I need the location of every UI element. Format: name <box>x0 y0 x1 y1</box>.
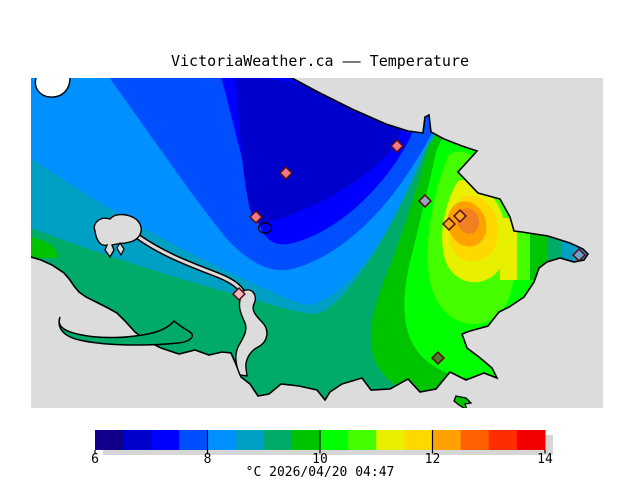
colorbar-segment-7 <box>291 430 321 450</box>
station-marker-6 <box>571 247 587 263</box>
station-marker-0 <box>278 165 294 181</box>
station-marker-4 <box>441 216 457 232</box>
map-area <box>31 78 603 408</box>
promontory <box>58 316 194 346</box>
colorbar-tick-label-8: 8 <box>204 452 212 467</box>
colorbar-tick-label-6: 6 <box>91 452 99 467</box>
channel-water <box>136 234 245 294</box>
inlet-prong <box>116 241 125 257</box>
lake-outline <box>257 222 273 234</box>
inlet-blob <box>93 213 142 259</box>
station-marker-8 <box>231 286 247 302</box>
band-9-9.5C-corner <box>31 236 58 258</box>
colorbar-caption: °C 2026/04/20 04:47 <box>246 465 395 480</box>
colorbar-segment-10 <box>376 430 405 450</box>
arm-band-4 <box>562 218 573 280</box>
harbour <box>235 289 268 377</box>
station-marker-3 <box>417 193 433 209</box>
colorbar-segment-13 <box>460 430 490 450</box>
cold-core-6.5C <box>236 78 401 224</box>
colorbar-segment-1 <box>123 430 152 450</box>
arm-band-0 <box>500 218 517 280</box>
station-marker-7 <box>430 350 446 366</box>
colorbar-segment-12 <box>432 430 462 450</box>
station-marker-1 <box>389 138 405 154</box>
colorbar-segment-9 <box>348 430 377 450</box>
colorbar-tick-label-14: 14 <box>537 452 553 467</box>
colorbar-tick-label-12: 12 <box>425 452 441 467</box>
sea-region <box>31 78 603 408</box>
colorbar-segment-4 <box>207 430 237 450</box>
colorbar-tick-label-10: 10 <box>312 452 328 467</box>
colorbar-segment-11 <box>404 430 433 450</box>
no-data-corner <box>31 78 70 98</box>
small-island <box>453 395 473 408</box>
page-title: VictoriaWeather.ca —— Temperature <box>170 52 469 70</box>
colorbar-segment-15 <box>516 430 546 450</box>
colorbar: 6 8 10 12 14 °C 2026/04/20 04:47 <box>91 430 553 480</box>
station-marker-5 <box>452 208 468 224</box>
colorbar-segment-8 <box>320 430 349 450</box>
colorbar-segment-2 <box>151 430 180 450</box>
station-marker-2 <box>248 209 264 225</box>
colorbar-segment-14 <box>488 430 518 450</box>
colorbar-segment-5 <box>235 430 265 450</box>
colorbar-segment-6 <box>263 430 293 450</box>
no-data-arc <box>34 78 71 98</box>
colorbar-segment-3 <box>179 430 208 450</box>
colorbar-segment-0 <box>95 430 124 450</box>
